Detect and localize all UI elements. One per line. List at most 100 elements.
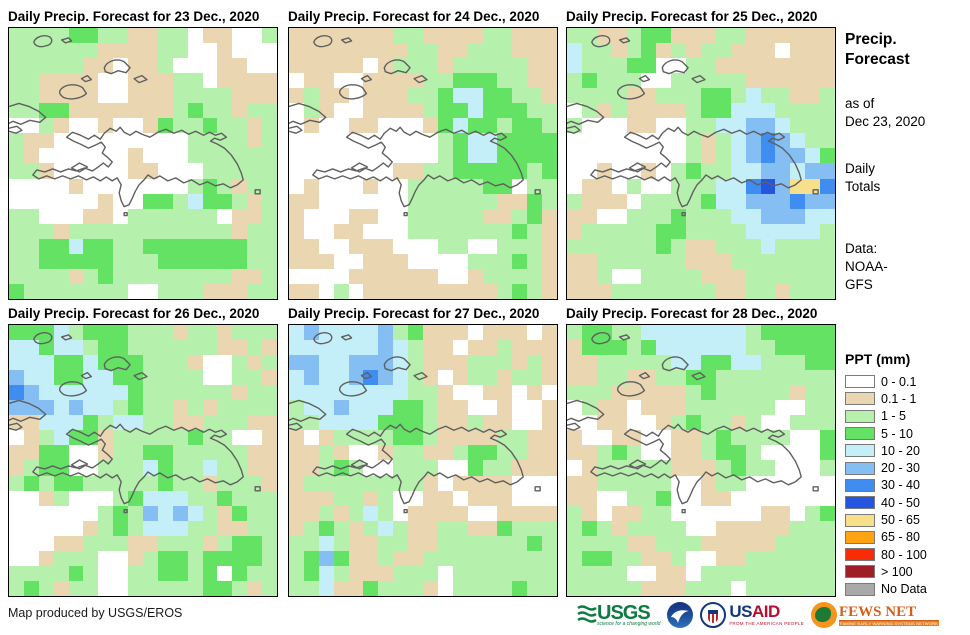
map-credit: Map produced by USGS/EROS: [8, 606, 183, 620]
grid-cell: [671, 430, 687, 446]
grid-cell: [775, 103, 791, 119]
grid-cell: [9, 148, 24, 164]
page-title: Precip. Forecast: [845, 30, 910, 70]
grid-cell: [348, 505, 364, 521]
grid-cell: [581, 370, 597, 386]
grid-cell: [187, 385, 203, 401]
grid-cell: [745, 133, 761, 149]
grid-cell: [596, 430, 612, 446]
grid-cell: [467, 445, 483, 461]
grid-cell: [527, 118, 543, 134]
grid-cell: [820, 208, 835, 224]
grid-cell: [467, 103, 483, 119]
grid-cell: [318, 550, 334, 566]
grid-cell: [202, 325, 218, 341]
grid-cell: [512, 28, 528, 44]
grid-cell: [512, 43, 528, 59]
grid-cell: [760, 193, 776, 209]
grid-cell: [348, 325, 364, 341]
grid-cell: [611, 118, 627, 134]
grid-cell: [775, 73, 791, 89]
grid-cell: [232, 520, 248, 536]
grid-cell: [745, 370, 761, 386]
grid-cell: [656, 88, 672, 104]
grid-cell: [318, 43, 334, 59]
grid-cell: [232, 148, 248, 164]
grid-cell: [745, 580, 761, 596]
grid-cell: [68, 88, 84, 104]
grid-cell: [467, 43, 483, 59]
grid-cell: [686, 385, 701, 401]
grid-cell: [527, 370, 543, 386]
grid-cell: [596, 88, 612, 104]
grid-cell: [157, 580, 173, 596]
grid-cell: [730, 415, 746, 431]
grid-cell: [611, 565, 627, 581]
grid-cell: [217, 223, 233, 239]
grid-cell: [113, 268, 129, 284]
grid-cell: [775, 580, 791, 596]
grid-cell: [437, 163, 453, 179]
grid-cell: [348, 580, 364, 596]
grid-cell: [820, 238, 835, 254]
grid-cell: [53, 103, 69, 119]
grid-cell: [128, 178, 143, 194]
grid-cell: [289, 178, 304, 194]
grid-cell: [289, 580, 304, 596]
grid-cell: [760, 103, 776, 119]
grid-cell: [790, 565, 806, 581]
grid-cell: [452, 340, 468, 356]
grid-cell: [626, 148, 642, 164]
grid-cell: [775, 43, 791, 59]
grid-cell: [157, 238, 173, 254]
grid-cell: [247, 385, 263, 401]
grid-cell: [686, 565, 701, 581]
grid-cell: [98, 88, 114, 104]
grid-cell: [23, 103, 39, 119]
grid-cell: [262, 505, 277, 521]
grid-cell: [348, 490, 364, 506]
grid-cell: [626, 550, 642, 566]
grid-cell: [596, 118, 612, 134]
grid-cell: [68, 355, 84, 371]
grid-cell: [745, 43, 761, 59]
grid-cell: [745, 58, 761, 74]
grid-cell: [715, 505, 731, 521]
grid-cell: [715, 430, 731, 446]
grid-cell: [187, 43, 203, 59]
grid-cell: [232, 118, 248, 134]
grid-cell: [497, 505, 513, 521]
grid-cell: [686, 415, 701, 431]
grid-cell: [611, 268, 627, 284]
grid-cell: [671, 163, 687, 179]
grid-cell: [671, 103, 687, 119]
grid-cell: [217, 253, 233, 269]
grid-cell: [542, 103, 557, 119]
grid-cell: [790, 430, 806, 446]
grid-cell: [143, 118, 158, 134]
grid-cell: [715, 253, 731, 269]
grid-cell: [172, 430, 188, 446]
grid-cell: [452, 475, 468, 491]
grid-cell: [656, 355, 672, 371]
grid-cell: [730, 73, 746, 89]
grid-cell: [452, 73, 468, 89]
grid-cell: [157, 475, 173, 491]
grid-cell: [820, 103, 835, 119]
grid-cell: [527, 163, 543, 179]
grid-cell: [452, 430, 468, 446]
grid-cell: [512, 88, 528, 104]
grid-cell: [157, 355, 173, 371]
grid-cell: [262, 268, 277, 284]
grid-cell: [527, 430, 543, 446]
grid-cell: [701, 565, 716, 581]
grid-cell: [671, 550, 687, 566]
grid-cell: [157, 118, 173, 134]
grid-cell: [318, 238, 334, 254]
grid-cell: [715, 490, 731, 506]
grid-cell: [53, 565, 69, 581]
grid-cell: [730, 238, 746, 254]
grid-cell: [452, 208, 468, 224]
grid-cell: [262, 355, 277, 371]
grid-cell: [805, 580, 821, 596]
